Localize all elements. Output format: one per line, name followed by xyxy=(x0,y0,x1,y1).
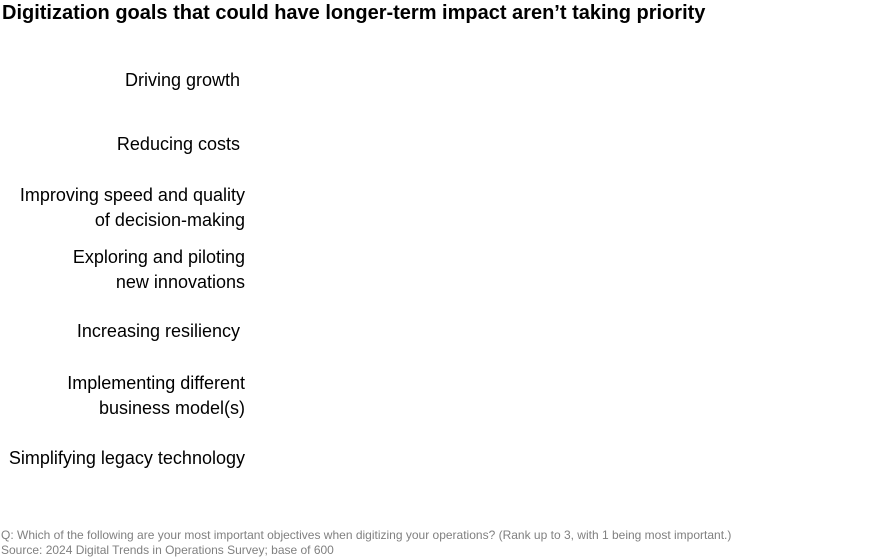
category-label-reducing-costs: Reducing costs xyxy=(116,134,240,154)
category-label-resiliency: Increasing resiliency xyxy=(76,321,240,341)
question-footnote: Q: Which of the following are your most … xyxy=(1,528,732,542)
category-label-innovations: Exploring and piloting new innovations xyxy=(72,247,245,292)
category-label-business-models: Implementing different business model(s) xyxy=(67,373,245,418)
category-label-legacy-technology: Simplifying legacy technology xyxy=(8,448,245,468)
category-label-decision-making: Improving speed and quality of decision-… xyxy=(19,185,245,230)
chart-title: Digitization goals that could have longe… xyxy=(2,2,706,24)
source-footnote: Source: 2024 Digital Trends in Operation… xyxy=(1,543,334,557)
chart-area: Driving growth Reducing costs Improving … xyxy=(0,40,885,510)
category-label-driving-growth: Driving growth xyxy=(124,70,240,90)
